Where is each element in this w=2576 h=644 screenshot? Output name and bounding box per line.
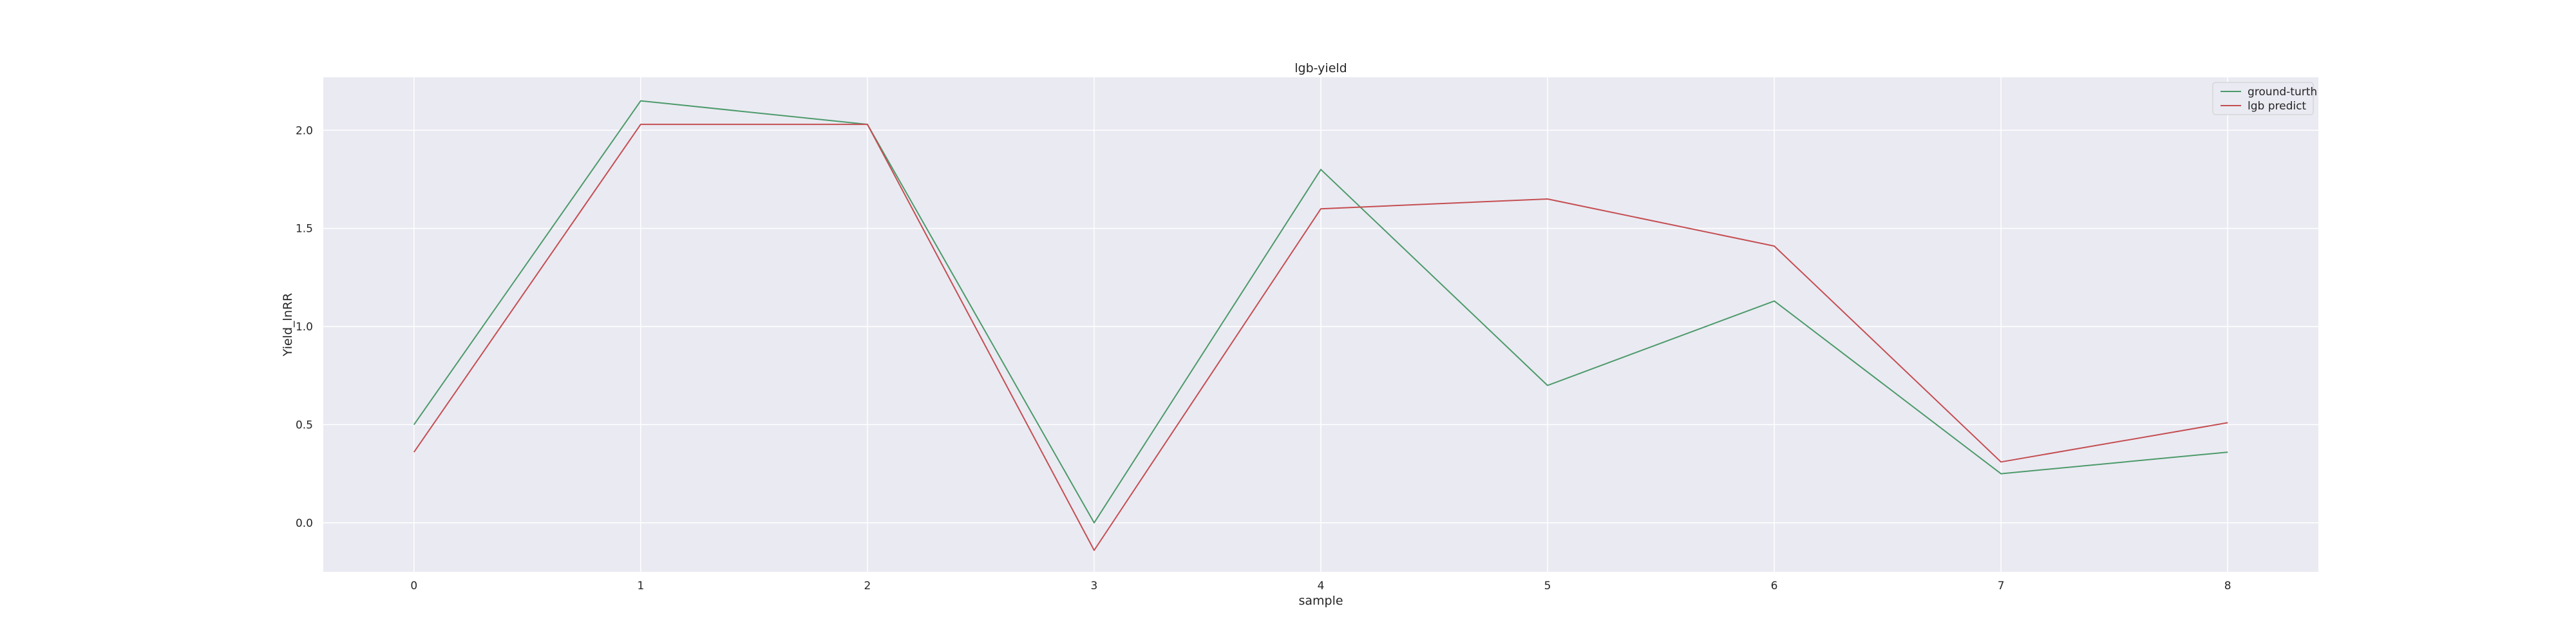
y-tick-label: 0.0 [296,517,313,530]
series-line-lgb-predict [413,124,2228,551]
x-tick-labels: 0 1 2 3 4 5 6 7 8 [410,580,2231,592]
legend-box [2212,82,2314,115]
legend: ground-turth lgb predict [2212,82,2317,115]
legend-label-lgb-predict: lgb predict [2248,100,2306,113]
grid-lines [323,77,2318,572]
y-axis-label: Yield_lnRR [281,293,295,357]
chart-title: lgb-yield [1294,61,1347,75]
y-tick-labels: 0.0 0.5 1.0 1.5 2.0 [296,124,313,530]
x-tick-label: 2 [864,580,871,592]
y-tick-label: 2.0 [296,124,313,137]
y-tick-label: 0.5 [296,419,313,431]
x-tick-label: 6 [1771,580,1778,592]
x-tick-label: 7 [1998,580,2005,592]
x-axis-label: sample [1298,594,1343,608]
series-lines [413,100,2228,551]
y-tick-label: 1.5 [296,223,313,236]
legend-label-ground-turth: ground-turth [2248,86,2317,99]
x-tick-label: 1 [637,580,644,592]
x-tick-label: 3 [1091,580,1098,592]
y-tick-label: 1.0 [296,321,313,334]
series-line-ground-turth [413,100,2228,524]
x-tick-label: 8 [2224,580,2231,592]
x-tick-label: 5 [1544,580,1551,592]
x-tick-label: 4 [1318,580,1325,592]
x-tick-label: 0 [410,580,417,592]
